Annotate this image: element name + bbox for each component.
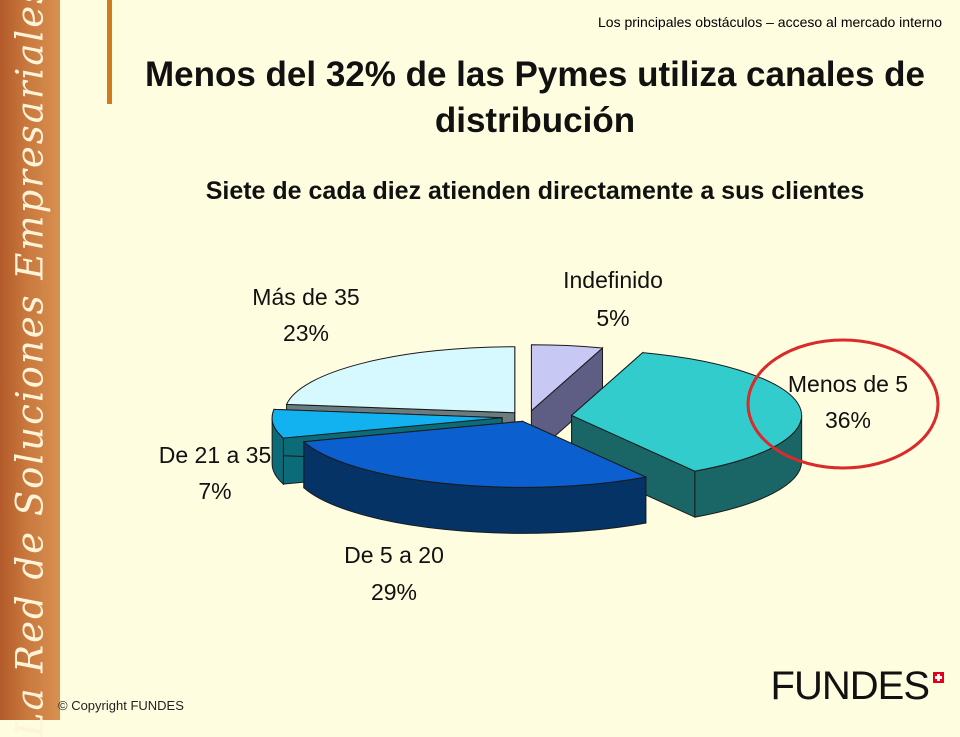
slice-label: De 21 a 35: [159, 442, 272, 468]
logo-wordmark: FUNDES: [770, 664, 930, 708]
sidebar-banner: La Red de Soluciones Empresariales: [0, 0, 60, 737]
slide-subtitle: Siete de cada diez atienden directamente…: [205, 177, 865, 205]
slice-percent: 5%: [596, 305, 629, 331]
slide-title: Menos del 32% de las Pymes utiliza canal…: [144, 55, 926, 140]
slice-label: De 5 a 20: [344, 542, 444, 568]
section-caption: Los principales obstáculos – acceso al m…: [598, 14, 942, 30]
fundes-logo: FUNDES: [771, 664, 944, 709]
pie-slice-menos-de-5: [570, 351, 803, 518]
highlight-ellipse: [746, 338, 940, 470]
slice-percent: 29%: [371, 579, 417, 605]
swiss-cross-icon: [933, 672, 944, 683]
copyright-notice: © Copyright FUNDES: [58, 698, 184, 713]
slice-percent: 7%: [198, 478, 231, 504]
pie-slice-de-5-a-20: [302, 420, 648, 534]
pie-chart: Indefinido 5% Menos de 5 36% De 5 a 20 29% De …: [159, 267, 940, 605]
slice-percent: 36%: [825, 407, 871, 433]
slice-label: Menos de 5: [788, 371, 908, 397]
slice-label: Indefinido: [563, 267, 663, 293]
slice-label: Más de 35: [252, 284, 359, 310]
accent-bar: [107, 0, 112, 104]
slice-percent: 23%: [283, 320, 329, 346]
